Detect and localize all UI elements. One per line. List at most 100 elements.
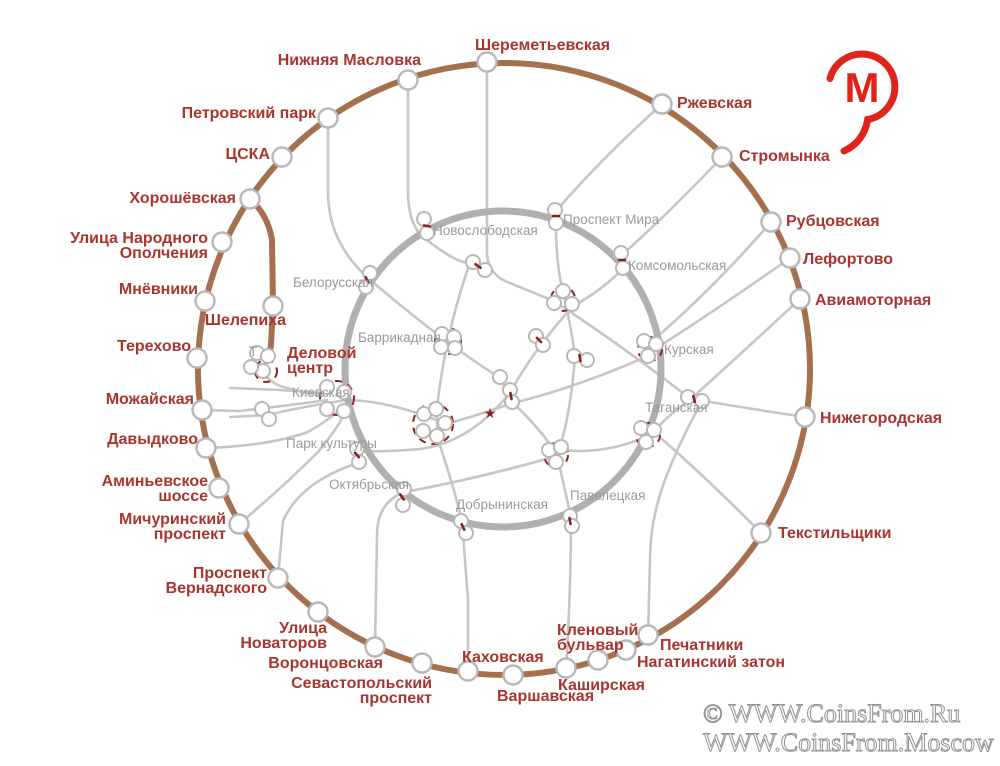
transfer-tick [398, 493, 406, 501]
bkl-station-marker [194, 290, 216, 312]
transfer-tick [568, 516, 572, 526]
station-marker [433, 339, 449, 355]
bkl-station-marker [760, 211, 782, 233]
bkl-station-marker [651, 93, 673, 115]
metro-radial-line [561, 297, 802, 453]
transfer-tick [578, 353, 582, 363]
station-marker [429, 428, 445, 444]
metro-radial-line [660, 437, 763, 535]
bkl-station-marker [397, 69, 419, 91]
station-marker [351, 454, 367, 470]
bkl-branch-line [247, 196, 277, 359]
kremlin-star: ★ [484, 405, 497, 421]
bkl-station-marker [211, 231, 233, 253]
bkl-station-marker [711, 146, 733, 168]
bkl-station-marker [228, 513, 250, 535]
station-marker [336, 384, 352, 400]
station-marker [564, 296, 580, 312]
station-marker [416, 211, 432, 227]
transfer-tick [353, 451, 361, 459]
station-marker [548, 454, 564, 470]
station-marker [553, 439, 569, 455]
bkl-station-marker [555, 657, 577, 679]
metro-radial-line [406, 78, 472, 673]
koltsevaya-ring-line [341, 207, 665, 531]
station-marker [633, 420, 649, 436]
station-marker [546, 295, 562, 311]
station-marker [243, 359, 259, 375]
transfer-tick [422, 224, 432, 228]
bkl-station-marker [195, 437, 217, 459]
bkl-station-marker [750, 522, 772, 544]
station-marker [358, 279, 374, 295]
bkl-station-marker [615, 639, 637, 661]
station-marker [680, 389, 696, 405]
station-marker [319, 401, 335, 417]
station-marker [492, 369, 508, 385]
station-marker [548, 215, 564, 231]
metro-logo: М [812, 45, 912, 165]
station-marker [640, 348, 656, 364]
station-marker [419, 225, 435, 241]
metro-radial-line [200, 398, 329, 413]
transfer-tick [509, 391, 513, 401]
station-marker [555, 283, 571, 299]
bkl-station-marker [637, 624, 659, 646]
station-marker [648, 336, 664, 352]
metro-radial-line [661, 256, 792, 346]
metro-radial-line [373, 102, 664, 649]
bkl-station-marker [186, 347, 208, 369]
station-markers [186, 51, 816, 686]
bkl-station-marker [794, 406, 816, 428]
station-marker [261, 411, 277, 427]
bkl-station-marker [502, 664, 524, 686]
metro-radial-line [228, 386, 324, 395]
transfer-ring [319, 380, 355, 416]
station-marker [646, 422, 662, 438]
transfer-rings [254, 286, 663, 468]
bkl-station-marker [457, 660, 479, 682]
station-marker [477, 262, 493, 278]
station-marker [694, 393, 710, 409]
bkl-station-marker [411, 652, 433, 674]
station-marker [564, 518, 580, 534]
metro-radial-line [262, 371, 324, 398]
bkl-station-marker [789, 288, 811, 310]
bkl-station-marker [317, 107, 339, 129]
transfer-tick [460, 522, 466, 532]
transfer-tick [535, 336, 543, 344]
bkl-station-marker [587, 649, 609, 671]
metro-radial-line [237, 409, 348, 526]
watermark: © WWW.CoinsFrom.Ru WWW.CoinsFrom.Moscow [703, 699, 995, 758]
bkl-station-marker [191, 399, 213, 421]
station-marker [615, 260, 631, 276]
transfer-ring [434, 327, 462, 355]
bkl-station-marker [364, 636, 386, 658]
watermark-line-2: WWW.CoinsFrom.Moscow [703, 728, 995, 758]
transfer-tick [691, 394, 697, 404]
station-marker [319, 379, 335, 395]
station-marker [260, 348, 276, 364]
transfer-ticks [353, 214, 697, 532]
station-marker [613, 245, 629, 261]
station-marker [415, 423, 431, 439]
station-marker [336, 403, 352, 419]
metro-logo-icon: М [826, 50, 899, 155]
bkl-station-marker [208, 477, 230, 499]
bkl-station-marker [271, 146, 293, 168]
station-marker [437, 415, 453, 431]
watermark-line-1: © WWW.CoinsFrom.Ru [703, 699, 961, 729]
metro-radial-line [326, 116, 573, 670]
station-marker [458, 525, 474, 541]
metro-logo-letter: М [845, 64, 880, 111]
bkl-station-marker [779, 247, 801, 269]
metro-radial-line [702, 399, 807, 419]
station-marker [579, 352, 595, 368]
station-marker [447, 340, 463, 356]
transfer-tick [364, 275, 370, 285]
transfer-tick [474, 262, 482, 270]
station-marker [396, 481, 412, 497]
bkl-station-marker [262, 295, 284, 317]
kremlin-star-icon: ★ [484, 405, 497, 421]
